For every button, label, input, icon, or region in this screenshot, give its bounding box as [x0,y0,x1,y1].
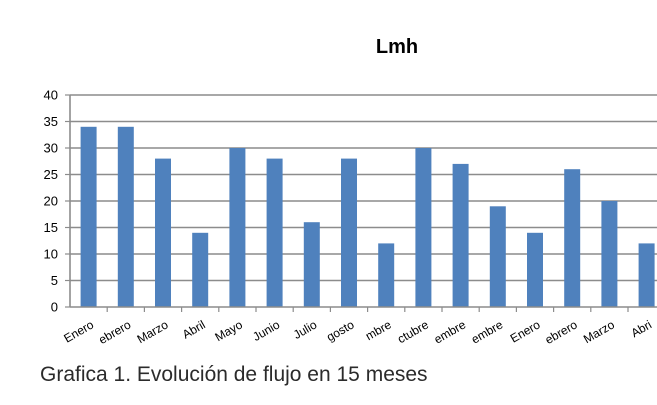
y-tick-label: 20 [44,194,58,209]
x-category-label: ctubre [395,317,431,346]
x-category-label: Marzo [581,317,617,346]
x-category-label: embre [469,317,506,346]
bar [192,232,209,307]
bar [155,158,171,307]
bar [527,232,543,307]
figure-caption: Grafica 1. Evolución de flujo en 15 mese… [40,363,428,386]
y-tick-label: 5 [51,273,58,288]
bar [229,148,246,307]
bar [638,243,655,307]
x-category-label: gosto [324,317,357,344]
x-category-label: Mayo [212,317,245,344]
y-tick-label: 30 [44,141,58,156]
x-category-label: Abri [629,317,654,340]
bar [452,163,469,307]
x-category-label: ebrero [96,317,133,347]
bar [415,148,432,307]
x-category-label: mbre [363,317,394,343]
y-tick-label: 10 [44,247,58,262]
bar [266,158,283,307]
y-tick-label: 40 [44,88,58,103]
x-category-label: Enero [61,317,96,345]
bar [378,243,395,307]
y-tick-label: 35 [44,114,58,129]
bar [564,169,581,307]
bar [601,201,618,307]
x-category-label: Abril [180,317,208,341]
bar [489,206,506,307]
x-category-label: embre [432,317,469,346]
bar [80,126,97,307]
bar [341,158,357,307]
y-tick-label: 0 [51,300,58,315]
chart-title: Lmh [376,36,418,58]
bars [80,126,655,307]
y-tick-label: 15 [44,220,58,235]
x-category-label: Julio [291,317,320,342]
y-tick-label: 25 [44,167,58,182]
bar [117,126,134,307]
x-category-label: Marzo [135,317,171,346]
bar [303,222,320,307]
x-category-label: ebrero [543,317,580,347]
x-category-label: Junio [250,317,282,344]
x-category-label: Enero [508,317,543,345]
axes [65,94,657,312]
